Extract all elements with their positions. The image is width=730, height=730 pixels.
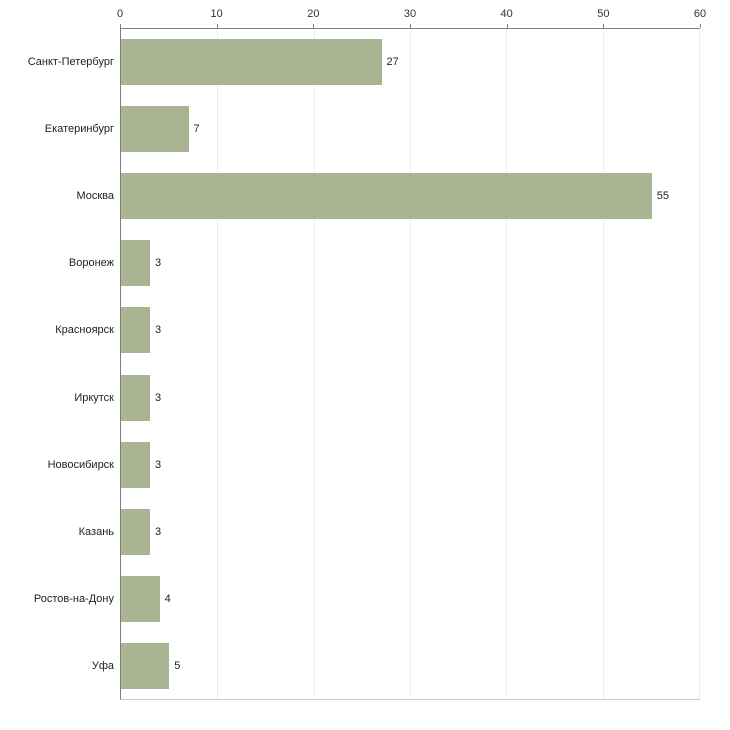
bar-row: Казань 3	[0, 498, 730, 565]
bar-row: Красноярск 3	[0, 297, 730, 364]
x-tick-mark	[313, 24, 315, 28]
bar	[121, 508, 150, 555]
bar	[121, 105, 189, 152]
bar-track: 3	[120, 230, 699, 297]
x-tick-mark	[700, 24, 701, 28]
category-label: Ростов-на-Дону	[33, 593, 114, 606]
x-tick-label: 30	[403, 8, 417, 20]
bar	[121, 576, 160, 623]
category-label: Москва	[76, 189, 114, 202]
x-tick-mark	[603, 24, 605, 28]
x-tick-label: 50	[597, 8, 610, 20]
bar-row: Екатеринбург 7	[0, 95, 730, 162]
x-tick-label: 40	[500, 8, 513, 20]
plot-area	[120, 28, 700, 700]
bar	[121, 307, 150, 354]
bar-rows: Санкт-Петербург 27 Екатеринбург 7 Москва 55 Во…	[0, 28, 730, 700]
bar-row: Воронеж 3	[0, 230, 730, 297]
value-label: 55	[656, 189, 669, 202]
category-label: Новосибирск	[47, 458, 114, 471]
category-label: Санкт-Петербург	[27, 55, 114, 68]
x-tick-label: 10	[210, 8, 223, 20]
gridline	[410, 29, 411, 699]
x-tick-mark	[120, 24, 121, 28]
bar-track: 3	[120, 364, 699, 431]
category-label: Уфа	[91, 660, 114, 673]
bar-track: 55	[120, 162, 699, 229]
value-label: 27	[386, 55, 399, 68]
x-tick-label: 0	[116, 8, 124, 20]
x-tick-mark	[216, 24, 218, 28]
bar-track: 3	[120, 498, 699, 565]
bar-track: 3	[120, 431, 699, 498]
bar-row: Москва 55	[0, 162, 730, 229]
gridline	[506, 29, 508, 699]
category-label: Екатеринбург	[44, 122, 114, 135]
bar-row: Санкт-Петербург 27	[0, 28, 730, 95]
bar	[121, 38, 382, 85]
category-label: Иркутск	[74, 391, 114, 404]
bar-row: Новосибирск 3	[0, 431, 730, 498]
value-label: 3	[154, 458, 162, 471]
x-tick-mark	[506, 24, 508, 28]
bar-row: Уфа 5	[0, 633, 730, 700]
category-label: Красноярск	[55, 324, 114, 337]
bar-track: 27	[120, 28, 699, 95]
x-tick-label: 60	[693, 8, 707, 20]
bar	[121, 374, 150, 421]
value-label: 7	[193, 122, 200, 135]
value-label: 3	[154, 324, 162, 337]
gridline	[217, 29, 219, 699]
value-label: 4	[164, 593, 171, 606]
category-label: Казань	[78, 525, 114, 538]
x-tick-mark	[410, 24, 411, 28]
bar-track: 4	[120, 566, 699, 633]
bar	[121, 240, 150, 287]
value-label: 3	[154, 525, 162, 538]
x-axis: 0 10 20 30 40 50 60	[116, 0, 706, 28]
bar	[121, 172, 652, 219]
value-label: 3	[154, 391, 162, 404]
x-tick-label: 20	[307, 8, 320, 20]
gridline	[313, 29, 315, 699]
bar-track: 3	[120, 297, 699, 364]
bar	[121, 441, 150, 488]
gridline	[699, 29, 700, 699]
value-label: 5	[174, 660, 181, 673]
value-label: 3	[154, 257, 162, 270]
bar	[121, 643, 170, 690]
bar-row: Иркутск 3	[0, 364, 730, 431]
category-label: Воронеж	[68, 257, 114, 270]
bar-track: 7	[120, 95, 699, 162]
bar-row: Ростов-на-Дону 4	[0, 566, 730, 633]
bar-track: 5	[120, 633, 699, 700]
gridline	[602, 29, 604, 699]
